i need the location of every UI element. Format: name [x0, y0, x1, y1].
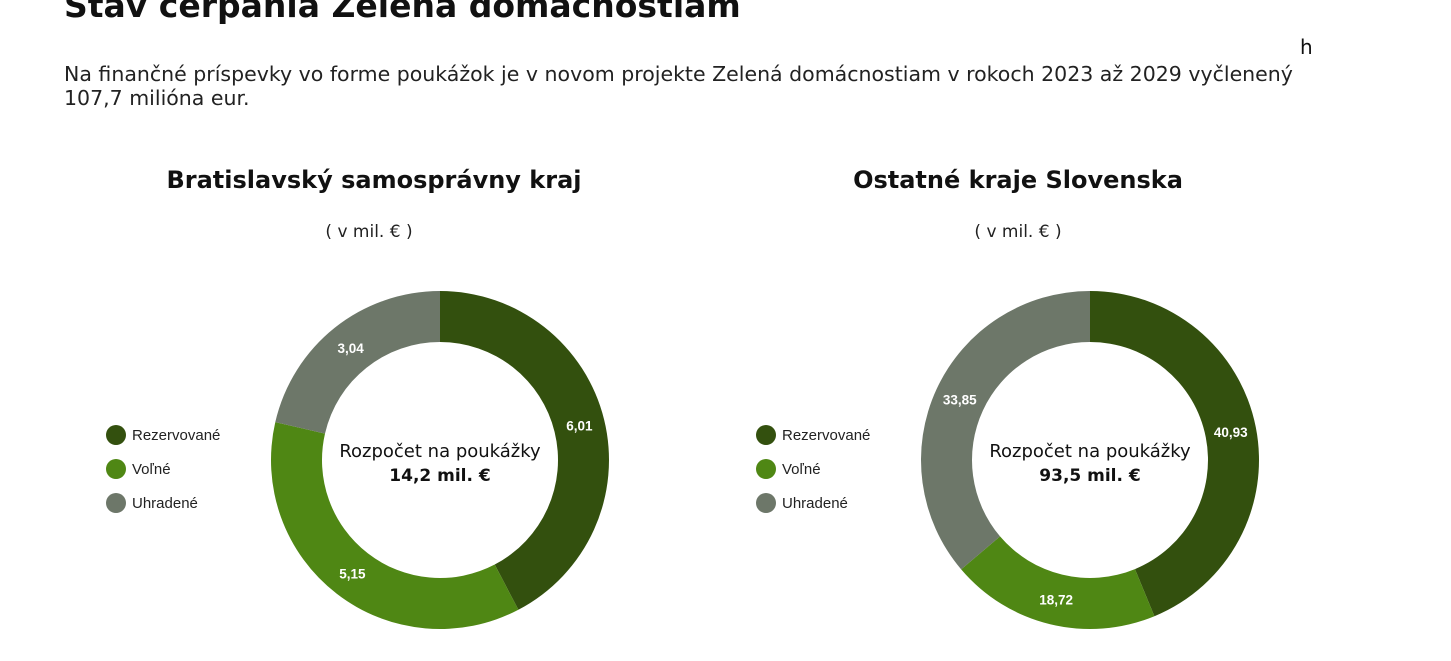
donut-slice-rezervovane[interactable] [440, 291, 610, 610]
donut-slice-label: 6,01 [566, 419, 593, 434]
donut-center-label: Rozpočet na poukážky [989, 441, 1191, 462]
page-intro: Na finančné príspevky vo forme poukážok … [64, 62, 1293, 110]
legend-label: Uhradené [782, 494, 848, 512]
legend-item-rezervovane[interactable]: Rezervované [756, 418, 870, 452]
chart-subtitle: ( v mil. € ) [974, 222, 1062, 242]
chart-panel-ostatne: Ostatné kraje Slovenska ( v mil. € ) Rez… [0, 160, 1259, 660]
donut-chart: 40,93 18,72 33,85 Rozpočet na poukážky 93,… [921, 291, 1259, 629]
chart-title: Bratislavský samosprávny kraj [166, 166, 582, 194]
donut-slice-volne[interactable] [961, 536, 1155, 629]
donut-slice-label: 40,93 [1214, 425, 1248, 440]
legend-item-volne[interactable]: Voľné [106, 452, 220, 486]
donut-center-label: Rozpočet na poukážky [339, 441, 541, 462]
legend-label: Rezervované [782, 426, 871, 444]
legend-swatch [756, 425, 776, 445]
donut-labels: 40,93 18,72 33,85 [943, 393, 1248, 608]
chart-legend: Rezervované Voľné Uhradené [756, 418, 870, 520]
donut-chart: 6,01 5,15 3,04 Rozpočet na poukážky 14,2 m… [270, 291, 610, 629]
donut-slice-volne[interactable] [270, 422, 519, 629]
donut-slice-uhradene[interactable] [275, 291, 440, 434]
legend-item-volne[interactable]: Voľné [756, 452, 870, 486]
donut-slices [921, 291, 1259, 629]
donut-slice-label: 5,15 [339, 567, 366, 582]
legend-label: Rezervované [132, 426, 221, 444]
legend-label: Voľné [132, 460, 171, 478]
legend-item-uhradene[interactable]: Uhradené [756, 486, 870, 520]
legend-label: Voľné [782, 460, 821, 478]
chart-title: Ostatné kraje Slovenska [853, 166, 1183, 194]
chart-subtitle: ( v mil. € ) [325, 222, 413, 242]
legend-swatch [756, 493, 776, 513]
legend-item-rezervovane[interactable]: Rezervované [106, 418, 220, 452]
donut-slice-uhradene[interactable] [921, 291, 1090, 570]
chart-legend: Rezervované Voľné Uhradené [106, 418, 220, 520]
donut-slice-label: 33,85 [943, 393, 977, 408]
donut-slices [270, 291, 610, 629]
donut-slice-label: 3,04 [337, 341, 364, 356]
legend-item-uhradene[interactable]: Uhradené [106, 486, 220, 520]
legend-swatch [106, 459, 126, 479]
page-title: Stav čerpania Zelená domácnostiam [64, 0, 741, 25]
donut-center-value: 14,2 mil. € [389, 466, 490, 486]
donut-center-value: 93,5 mil. € [1039, 466, 1140, 486]
donut-labels: 6,01 5,15 3,04 [337, 341, 593, 582]
donut-slice-rezervovane[interactable] [1090, 291, 1259, 617]
donut-slice-label: 18,72 [1039, 592, 1073, 607]
legend-swatch [106, 493, 126, 513]
chart-panel-bratislava: Bratislavský samosprávny kraj ( v mil. €… [0, 160, 650, 660]
legend-swatch [106, 425, 126, 445]
legend-swatch [756, 459, 776, 479]
stray-character: h [1300, 35, 1313, 59]
legend-label: Uhradené [132, 494, 198, 512]
